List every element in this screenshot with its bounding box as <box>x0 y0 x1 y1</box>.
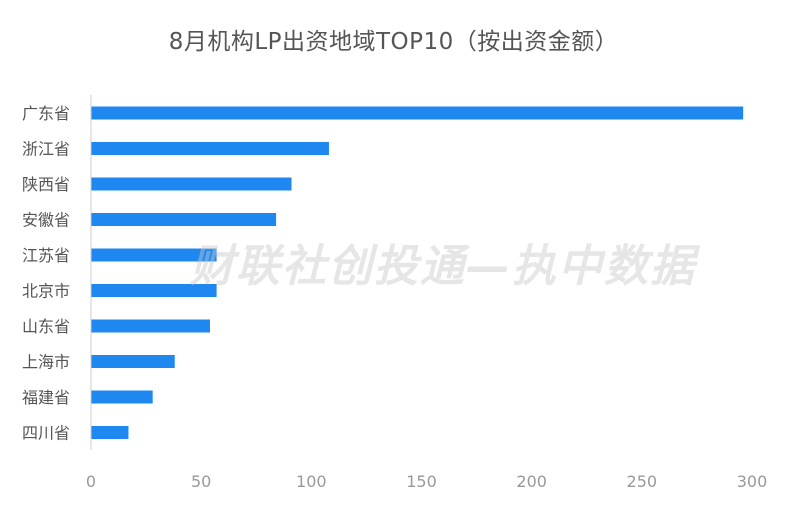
x-tick-labels: 0 50 100 150 200 250 300 <box>86 472 767 491</box>
chart-title: 8月机构LP出资地域TOP10（按出资金额） <box>168 29 619 55</box>
category-label-4: 江苏省 <box>22 246 70 265</box>
category-label-5: 北京市 <box>22 282 70 301</box>
category-label-7: 上海市 <box>22 353 70 372</box>
x-tick-label-0: 0 <box>86 472 96 491</box>
category-label-1: 浙江省 <box>22 140 70 159</box>
x-tick-label-3: 150 <box>406 472 437 491</box>
bar-4 <box>91 248 217 262</box>
bar-5 <box>91 284 217 297</box>
bar-6 <box>91 319 210 333</box>
category-label-8: 福建省 <box>22 388 70 407</box>
x-tick-label-5: 250 <box>627 472 658 491</box>
category-label-2: 陕西省 <box>22 175 70 194</box>
x-tick-label-2: 100 <box>296 472 327 491</box>
category-label-9: 四川省 <box>22 424 70 443</box>
category-label-0: 广东省 <box>22 104 70 123</box>
category-label-6: 山东省 <box>22 317 70 336</box>
x-tick-label-1: 50 <box>191 472 211 491</box>
bars-layer <box>91 106 744 439</box>
bar-3 <box>91 213 277 226</box>
bar-1 <box>91 142 329 155</box>
category-label-3: 安徽省 <box>22 211 70 230</box>
bar-9 <box>91 426 129 439</box>
bar-8 <box>91 390 153 404</box>
x-tick-label-4: 200 <box>516 472 547 491</box>
bar-7 <box>91 355 175 368</box>
bar-2 <box>91 177 292 191</box>
x-tick-label-6: 300 <box>737 472 768 491</box>
bar-0 <box>91 106 744 120</box>
